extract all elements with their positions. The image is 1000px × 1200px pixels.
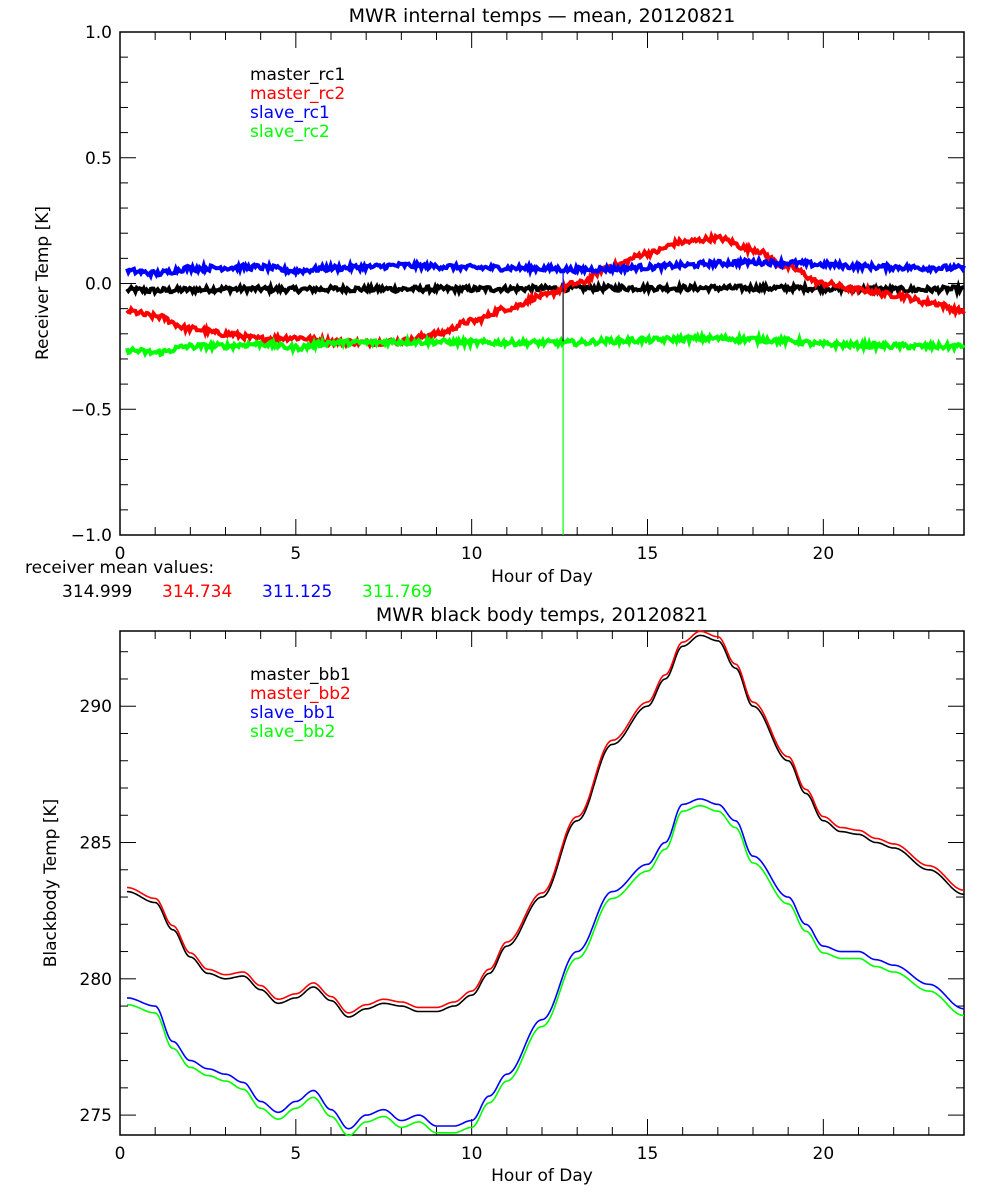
y-tick-label: 1.0 <box>85 23 112 43</box>
series-line-slave-rc2 <box>125 329 966 359</box>
y-tick-label: −0.5 <box>71 400 112 420</box>
y-tick-label: 280 <box>80 970 112 990</box>
legend-item-master-bb1: master_bb1 <box>250 665 351 685</box>
legend-item-master-rc2: master_rc2 <box>250 84 345 104</box>
legend-item-slave-rc1: slave_rc1 <box>250 103 330 123</box>
top-series-group <box>125 230 966 535</box>
x-tick-label: 0 <box>115 544 126 564</box>
x-tick-label: 5 <box>290 544 301 564</box>
legend-bottom: master_bb1 master_bb2 slave_bb1 slave_bb… <box>250 665 351 742</box>
legend-item-master-rc1: master_rc1 <box>250 65 345 85</box>
x-tick-label: 5 <box>290 1144 301 1164</box>
bottom-plot-frame <box>119 630 965 1136</box>
receiver-mean-value-master-rc1: 314.999 <box>62 582 132 602</box>
bottom-x-axis-label: Hour of Day <box>491 1166 593 1186</box>
y-tick-label: 285 <box>80 834 112 854</box>
y-tick-label: 275 <box>80 1106 112 1126</box>
y-tick-label: 0.0 <box>85 275 112 295</box>
legend-item-master-bb2: master_bb2 <box>250 684 351 704</box>
bottom-chart-title: MWR black body temps, 20120821 <box>376 604 708 626</box>
x-tick-label: 10 <box>461 1144 483 1164</box>
top-x-axis-label: Hour of Day <box>491 567 593 587</box>
series-line-slave-bb1 <box>127 798 965 1130</box>
bottom-series-group <box>126 630 965 1137</box>
y-tick-label: 290 <box>80 697 112 717</box>
legend-item-slave-bb2: slave_bb2 <box>250 722 335 742</box>
series-line-master-bb2 <box>126 630 965 1014</box>
y-tick-label: −1.0 <box>71 526 112 546</box>
x-tick-label: 0 <box>115 1144 126 1164</box>
legend-item-slave-bb1: slave_bb1 <box>250 703 335 723</box>
receiver-mean-value-master-rc2: 314.734 <box>162 582 232 602</box>
x-tick-label: 10 <box>461 544 483 564</box>
receiver-mean-value-slave-rc2: 311.769 <box>362 582 432 602</box>
receiver-temp-chart: MWR internal temps — mean, 20120821 0 5 10… <box>25 5 966 602</box>
receiver-mean-annotation: receiver mean values: 314.999 314.734 31… <box>25 558 432 602</box>
x-tick-label: 15 <box>637 544 659 564</box>
receiver-mean-value-slave-rc1: 311.125 <box>262 582 332 602</box>
series-line-master-bb1 <box>126 634 965 1018</box>
legend-item-slave-rc2: slave_rc2 <box>250 122 330 142</box>
blackbody-temp-chart: MWR black body temps, 20120821 0 5 10 15 20 2… <box>41 604 965 1186</box>
series-line-slave-rc1 <box>125 253 966 282</box>
y-tick-label: 0.5 <box>85 149 112 169</box>
x-tick-label: 15 <box>637 1144 659 1164</box>
x-tick-label: 20 <box>813 1144 835 1164</box>
x-tick-label: 20 <box>813 544 835 564</box>
bottom-y-axis-label: Blackbody Temp [K] <box>41 799 61 968</box>
receiver-mean-label: receiver mean values: <box>25 558 214 578</box>
top-y-axis-label: Receiver Temp [K] <box>33 206 53 360</box>
bottom-axis-ticks: 0 5 10 15 20 275 280 285 290 <box>80 631 965 1164</box>
top-axis-ticks: 0 5 10 15 20 1.0 0.5 0.0 −0.5 −1.0 <box>71 23 965 564</box>
series-line-slave-bb2 <box>126 804 965 1137</box>
top-chart-title: MWR internal temps — mean, 20120821 <box>349 5 736 27</box>
series-line-master-rc2 <box>125 230 966 350</box>
legend-top: master_rc1 master_rc2 slave_rc1 slave_rc… <box>250 65 345 142</box>
